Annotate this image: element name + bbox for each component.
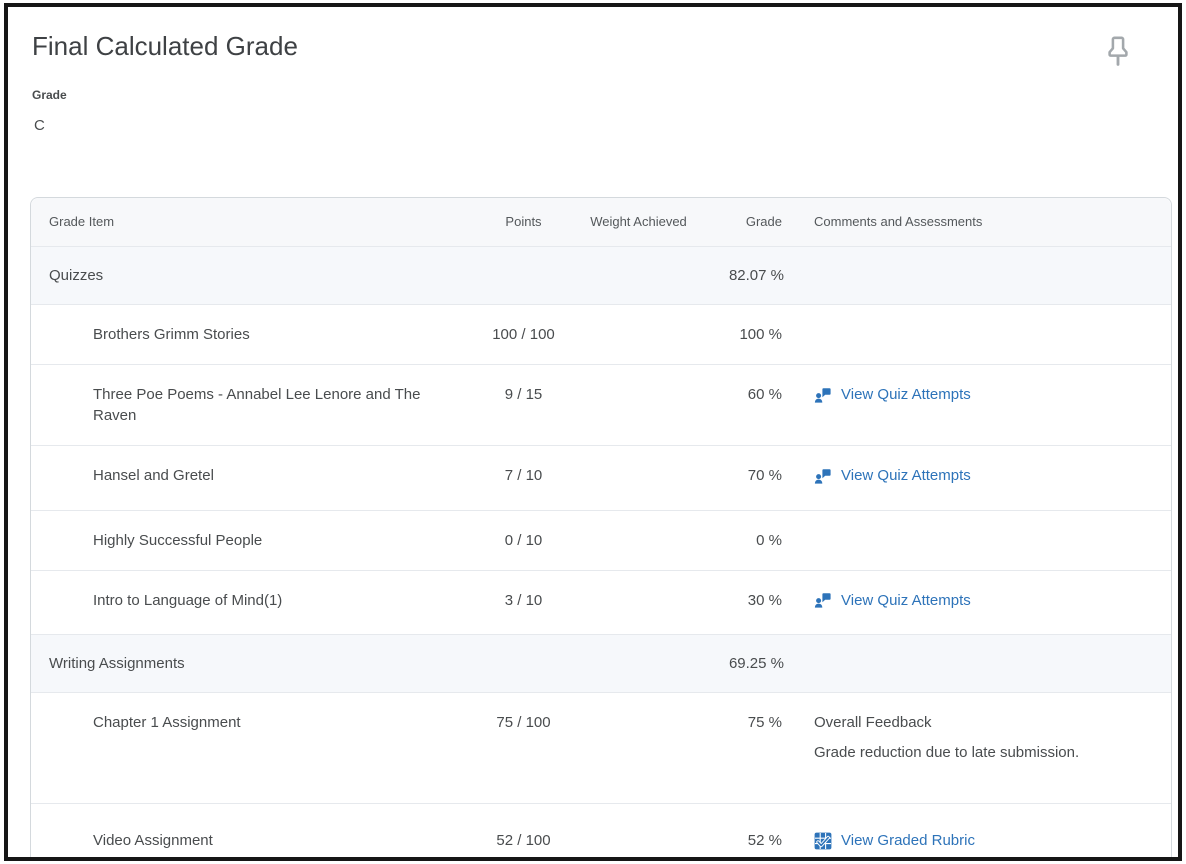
grade-item-name: Quizzes: [31, 247, 471, 305]
view-quiz-attempts-link[interactable]: View Quiz Attempts: [814, 384, 971, 405]
table-row: Video Assignment 52 / 100 52 % View Grad…: [31, 803, 1171, 857]
grade-item-name: Brothers Grimm Stories: [31, 304, 471, 364]
grade-item-grade: 60 %: [701, 364, 794, 445]
grades-table-header: Grade Item Points Weight Achieved Grade …: [31, 198, 1171, 248]
view-quiz-attempts-link[interactable]: View Quiz Attempts: [814, 590, 971, 611]
grade-item-weight: [576, 569, 701, 635]
table-row: Three Poe Poems - Annabel Lee Lenore and…: [31, 364, 1171, 445]
grade-item-name: Chapter 1 Assignment: [31, 692, 471, 803]
grade-item-grade: 75 %: [701, 692, 794, 803]
grade-item-name: Intro to Language of Mind(1): [31, 569, 471, 635]
quiz-attempts-icon: [814, 591, 832, 609]
grade-item-comments: [794, 247, 1171, 305]
grade-item-comments: [794, 634, 1171, 693]
pin-button[interactable]: [1100, 31, 1136, 77]
table-row: Hansel and Gretel 7 / 10 70 % View Quiz …: [31, 445, 1171, 510]
grade-item-weight: [576, 445, 701, 510]
grade-item-grade: 52 %: [701, 803, 794, 857]
grade-item-name: Writing Assignments: [31, 634, 471, 693]
table-row: Highly Successful People 0 / 10 0 %: [31, 509, 1171, 570]
grade-item-name: Video Assignment: [31, 803, 471, 857]
grades-table: Grade Item Points Weight Achieved Grade …: [30, 197, 1172, 857]
grade-item-points: 3 / 10: [471, 569, 576, 635]
grade-item-comments: Overall Feedback Grade reduction due to l…: [794, 692, 1171, 803]
table-row: Quizzes 82.07 %: [31, 247, 1171, 305]
table-row: Writing Assignments 69.25 %: [31, 634, 1171, 693]
grade-value: C: [34, 117, 45, 135]
feedback-body: Grade reduction due to late submission.: [814, 744, 1080, 762]
column-header-comments-and-assessments: Comments and Assessments: [794, 198, 1171, 248]
grade-item-weight: [576, 803, 701, 857]
view-quiz-attempts-link[interactable]: View Quiz Attempts: [814, 465, 971, 486]
grade-item-points: 52 / 100: [471, 803, 576, 857]
grade-item-comments: View Graded Rubric: [794, 803, 1171, 857]
table-row: Chapter 1 Assignment 75 / 100 75 % Overa…: [31, 692, 1171, 803]
link-label: View Graded Rubric: [841, 832, 975, 850]
grade-item-weight: [576, 634, 701, 693]
grade-item-weight: [576, 247, 701, 305]
grade-item-name: Highly Successful People: [31, 509, 471, 570]
grade-item-name: Three Poe Poems - Annabel Lee Lenore and…: [31, 364, 471, 445]
grade-item-points: [471, 247, 576, 305]
grade-item-points: [471, 634, 576, 693]
grade-item-points: 0 / 10: [471, 509, 576, 570]
link-label: View Quiz Attempts: [841, 467, 971, 485]
link-label: View Quiz Attempts: [841, 386, 971, 404]
grade-item-grade: 100 %: [701, 304, 794, 364]
table-row: Intro to Language of Mind(1) 3 / 10 30 %…: [31, 569, 1171, 635]
graded-rubric-icon: [814, 832, 832, 850]
grades-table-body: Quizzes 82.07 % Brothers Grimm Stories 1…: [31, 247, 1171, 857]
view-graded-rubric-link[interactable]: View Graded Rubric: [814, 830, 975, 851]
column-header-grade-item: Grade Item: [31, 198, 471, 248]
column-header-weight-achieved: Weight Achieved: [576, 198, 701, 248]
quiz-attempts-icon: [814, 386, 832, 404]
grade-item-points: 75 / 100: [471, 692, 576, 803]
grade-item-grade: 69.25 %: [701, 634, 794, 693]
grade-item-comments: View Quiz Attempts: [794, 364, 1171, 445]
grade-item-points: 7 / 10: [471, 445, 576, 510]
column-header-points: Points: [471, 198, 576, 248]
grade-item-comments: [794, 509, 1171, 570]
grade-item-name: Hansel and Gretel: [31, 445, 471, 510]
quiz-attempts-icon: [814, 467, 832, 485]
grade-item-weight: [576, 692, 701, 803]
grade-item-grade: 30 %: [701, 569, 794, 635]
grade-item-comments: [794, 304, 1171, 364]
table-row: Brothers Grimm Stories 100 / 100 100 %: [31, 304, 1171, 364]
grade-label: Grade: [32, 88, 67, 103]
link-label: View Quiz Attempts: [841, 591, 971, 609]
grade-item-comments: View Quiz Attempts: [794, 445, 1171, 510]
grade-item-weight: [576, 304, 701, 364]
page-title: Final Calculated Grade: [32, 31, 298, 61]
grade-item-weight: [576, 364, 701, 445]
grade-item-grade: 70 %: [701, 445, 794, 510]
feedback-title: Overall Feedback: [814, 714, 932, 732]
grade-item-comments: View Quiz Attempts: [794, 569, 1171, 635]
grade-item-points: 9 / 15: [471, 364, 576, 445]
column-header-grade: Grade: [701, 198, 794, 248]
grade-item-grade: 82.07 %: [701, 247, 794, 305]
grade-item-points: 100 / 100: [471, 304, 576, 364]
push-pin-icon: [1100, 31, 1136, 77]
page-frame: Final Calculated Grade Grade C Grade Ite…: [4, 3, 1182, 861]
grade-item-grade: 0 %: [701, 509, 794, 570]
grade-item-weight: [576, 509, 701, 570]
